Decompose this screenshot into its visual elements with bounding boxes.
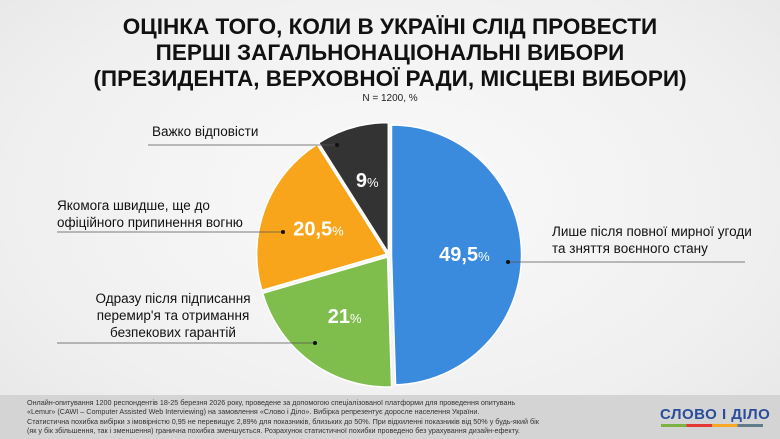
pie-slice-asap <box>255 143 388 292</box>
data-label-asap: 20,5% <box>293 218 344 240</box>
title-line: ОЦІНКА ТОГО, КОЛИ В УКРАЇНІ СЛІД ПРОВЕСТ… <box>122 14 658 39</box>
title-line: ПЕРШІ ЗАГАЛЬНОНАЦІОНАЛЬНІ ВИБОРИ <box>155 40 625 65</box>
pie-slice-hard-to-say <box>317 121 390 256</box>
chart-title: ОЦІНКА ТОГО, КОЛИ В УКРАЇНІ СЛІД ПРОВЕСТ… <box>0 14 780 92</box>
chart-subtitle: N = 1200, % <box>362 93 418 104</box>
leader-dot-asap <box>281 230 285 234</box>
data-label-peace-deal: 49,5% <box>439 244 490 266</box>
leader-dot-ceasefire <box>313 341 317 345</box>
logo: СЛОВО І ДІЛО <box>660 406 771 423</box>
pie-slice-peace-deal <box>390 124 523 386</box>
label-peace-deal: Лише після повної мирної угоди та зняття … <box>552 224 752 256</box>
title-line: (ПРЕЗИДЕНТА, ВЕРХОВНОЇ РАДИ, МІСЦЕВІ ВИБ… <box>93 66 687 91</box>
label-ceasefire: Одразу після підписання перемир'я та отри… <box>95 291 251 340</box>
methodology-note: Онлайн-опитування 1200 респондентів 18-2… <box>27 398 539 436</box>
label-asap: Якомога швидше, ще до офіційного припинен… <box>57 198 243 230</box>
footer: Онлайн-опитування 1200 респондентів 18-2… <box>0 395 780 439</box>
label-hard-to-say: Важко відповісти <box>152 124 259 139</box>
logo-stripe <box>661 424 763 427</box>
leader-dot-hard-to-say <box>335 143 339 147</box>
leader-dot-peace-deal <box>506 260 510 264</box>
pie-slice-ceasefire <box>261 256 393 388</box>
data-label-hard-to-say: 9% <box>356 170 379 192</box>
data-label-ceasefire: 21% <box>328 306 362 328</box>
